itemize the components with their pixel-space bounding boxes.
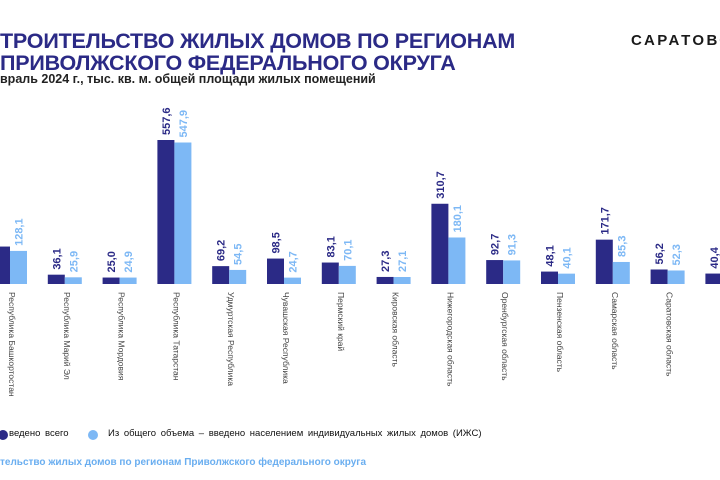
bar-izhs-7	[393, 277, 411, 284]
value-label-total-2: 25,0	[106, 251, 118, 272]
category-label-0: Республика Башкортостан	[7, 292, 17, 397]
bar-izhs-0	[10, 250, 27, 284]
bar-izhs-1	[64, 277, 82, 284]
bar-total-0	[0, 246, 10, 284]
bar-izhs-3	[174, 142, 192, 284]
value-label-izhs-10: 40,1	[562, 247, 574, 268]
bar-total-1	[47, 274, 65, 284]
bar-izhs-8	[448, 237, 466, 284]
value-label-izhs-4: 54,5	[233, 244, 245, 265]
bar-izhs-10	[558, 273, 575, 284]
legend-izhs-label: Из общего объема – введено населением ин…	[108, 428, 482, 439]
category-label-6: Пермский край	[336, 292, 346, 351]
bar-total-8	[431, 203, 449, 284]
bar-izhs-2	[119, 277, 137, 284]
category-label-8: Нижегородская область	[445, 292, 455, 387]
bar-total-10	[541, 271, 558, 284]
value-label-total-3: 557,6	[161, 107, 173, 135]
footer-caption: тельство жилых домов по регионам Приволж…	[0, 457, 367, 468]
bar-total-5	[267, 258, 284, 284]
value-label-total-6: 83,1	[325, 236, 337, 257]
value-label-izhs-6: 70,1	[342, 239, 354, 260]
value-label-izhs-3: 547,9	[178, 110, 190, 138]
category-label-2: Республика Мордовия	[117, 292, 127, 381]
value-label-izhs-11: 85,3	[616, 236, 628, 257]
bar-izhs-4	[229, 269, 247, 284]
category-label-9: Оренбургская область	[500, 292, 510, 381]
value-label-total-8: 310,7	[435, 171, 447, 199]
chart-title-line-2: ПРИВОЛЖСКОГО ФЕДЕРАЛЬНОГО ОКРУГА	[0, 51, 456, 75]
chart-value-labels: 128,1 36,1 25,9 25,0 24,9 557,6 547,9 69,2 54,5 9…	[14, 107, 720, 272]
value-label-izhs-12: 52,3	[671, 244, 683, 265]
value-label-total-10: 48,1	[545, 245, 557, 266]
value-label-izhs-0: 128,1	[14, 218, 26, 246]
bar-izhs-12	[667, 270, 685, 284]
chart-title: ТРОИТЕЛЬСТВО ЖИЛЫХ ДОМОВ ПО РЕГИОНАМ ПРИ…	[0, 30, 560, 74]
legend-total-swatch	[0, 430, 8, 440]
category-label-12: Саратовская область	[665, 292, 675, 377]
bar-total-12	[650, 269, 668, 284]
bar-chart: 128,1 36,1 25,9 25,0 24,9 557,6 547,9 69,2 54,5 9…	[0, 107, 720, 397]
value-label-izhs-5: 24,7	[288, 251, 300, 272]
category-label-4: Удмуртская Республика	[226, 292, 236, 386]
category-label-5: Чувашская Республика	[281, 292, 291, 384]
value-label-izhs-8: 180,1	[452, 205, 464, 233]
value-label-izhs-1: 25,9	[68, 251, 80, 272]
value-label-total-7: 27,3	[380, 251, 392, 272]
bar-izhs-6	[338, 265, 356, 284]
bar-izhs-11	[612, 261, 630, 284]
legend-total-label: ведено всего	[9, 428, 69, 439]
bar-total-4	[212, 266, 230, 284]
category-label-3: Республика Татарстан	[171, 292, 181, 381]
bar-total-13	[705, 273, 720, 284]
category-label-1: Республика Марий Эл	[62, 292, 72, 380]
category-label-7: Кировская область	[391, 292, 401, 367]
value-label-izhs-7: 27,1	[397, 251, 409, 272]
value-label-total-13: 40,4	[709, 246, 720, 268]
bar-total-9	[486, 260, 504, 284]
bar-total-6	[321, 262, 339, 284]
bar-izhs-9	[503, 260, 521, 284]
chart-subtitle: враль 2024 г., тыс. кв. м. общей площади…	[0, 72, 376, 86]
value-label-total-12: 56,2	[654, 243, 666, 264]
chart-bars	[0, 140, 720, 284]
chart-title-line-1: ТРОИТЕЛЬСТВО ЖИЛЫХ ДОМОВ ПО РЕГИОНАМ	[0, 29, 516, 53]
bar-total-7	[376, 276, 394, 284]
value-label-total-1: 36,1	[51, 248, 63, 269]
bar-izhs-5	[284, 277, 301, 284]
value-label-izhs-9: 91,3	[507, 234, 519, 255]
value-label-total-5: 98,5	[271, 232, 283, 253]
bar-total-2	[102, 277, 120, 284]
bar-total-11	[595, 239, 613, 284]
value-label-total-11: 171,7	[599, 207, 611, 235]
value-label-total-9: 92,7	[490, 234, 502, 255]
category-label-10: Пензенская область	[555, 292, 565, 373]
value-label-izhs-2: 24,9	[123, 251, 135, 272]
legend-izhs-swatch	[88, 430, 98, 440]
bar-total-3	[157, 140, 175, 284]
brand-logo-text: САРАТОВС	[631, 32, 720, 49]
chart-category-labels: Республика Башкортостан Республика Марий …	[7, 292, 720, 397]
value-label-total-4: 69,2	[216, 240, 228, 261]
category-label-11: Самарская область	[610, 292, 620, 370]
